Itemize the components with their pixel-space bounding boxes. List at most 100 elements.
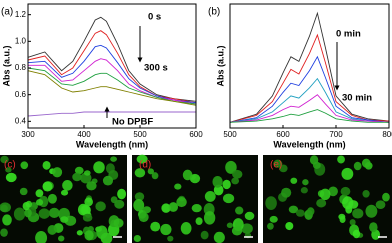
cell bbox=[300, 187, 308, 194]
cell bbox=[340, 186, 351, 196]
cell bbox=[295, 209, 305, 217]
annotation: 0 min bbox=[336, 29, 361, 40]
cell bbox=[212, 175, 223, 188]
cell bbox=[328, 186, 338, 197]
panel-label: (a) bbox=[1, 7, 13, 18]
cell bbox=[176, 197, 187, 208]
y-tick-label: 0.8 bbox=[15, 63, 27, 72]
cell bbox=[342, 196, 354, 210]
cell bbox=[288, 205, 299, 214]
y-axis-label: Abs (a.u.) bbox=[1, 45, 11, 86]
cell bbox=[279, 164, 288, 173]
micrograph: (c) bbox=[0, 155, 127, 243]
cell bbox=[86, 181, 97, 191]
cell bbox=[369, 222, 378, 233]
cell bbox=[352, 208, 364, 219]
charts: 300 400 500 600 0.4 0.6 0.8 1.0 1.2 Wavelength (n… bbox=[1, 3, 392, 149]
cell bbox=[47, 225, 57, 235]
cell bbox=[138, 212, 149, 223]
cell bbox=[57, 235, 65, 242]
cell bbox=[72, 172, 82, 182]
cell bbox=[352, 229, 361, 239]
x-tick-label: 700 bbox=[329, 130, 343, 139]
x-axis-label: Wavelength (nm) bbox=[76, 139, 148, 149]
cell bbox=[82, 213, 93, 222]
x-axis-label: Wavelength (nm) bbox=[273, 139, 345, 149]
cell bbox=[269, 215, 278, 223]
cell bbox=[74, 166, 84, 175]
cell bbox=[182, 169, 193, 181]
cell bbox=[5, 167, 12, 173]
cell bbox=[134, 192, 145, 201]
cell bbox=[5, 172, 17, 183]
series-line bbox=[27, 44, 197, 104]
cell bbox=[52, 167, 63, 178]
y-tick-label: 1.2 bbox=[15, 10, 27, 19]
cell bbox=[365, 204, 378, 218]
cell bbox=[281, 187, 292, 198]
cell bbox=[319, 188, 331, 201]
cell bbox=[117, 188, 127, 200]
cell bbox=[232, 169, 243, 179]
x-tick-label: 600 bbox=[276, 130, 290, 139]
cell bbox=[35, 230, 48, 243]
chart: 300 400 500 600 0.4 0.6 0.8 1.0 1.2 Wavelength (n… bbox=[1, 3, 203, 149]
cell bbox=[96, 225, 108, 240]
cell bbox=[150, 221, 161, 232]
cell bbox=[225, 160, 237, 174]
cell bbox=[375, 200, 386, 210]
cell bbox=[273, 159, 283, 168]
cell bbox=[113, 218, 124, 228]
cell bbox=[161, 203, 171, 213]
y-tick-label: 0.6 bbox=[15, 90, 27, 99]
series-line bbox=[229, 94, 390, 123]
series-line bbox=[229, 11, 390, 123]
y-tick-label: 0.4 bbox=[15, 116, 27, 125]
y-tick-label: 1.0 bbox=[15, 36, 27, 45]
cell bbox=[337, 155, 345, 164]
annotation: 0 s bbox=[148, 12, 161, 23]
cell bbox=[222, 193, 235, 204]
cell bbox=[47, 193, 57, 204]
cell bbox=[241, 223, 253, 234]
cell bbox=[0, 155, 9, 164]
cell bbox=[361, 158, 371, 168]
cell bbox=[142, 206, 151, 214]
cell bbox=[84, 197, 93, 207]
cell bbox=[200, 230, 209, 240]
cell bbox=[302, 179, 309, 186]
cell bbox=[24, 208, 32, 218]
cell bbox=[235, 206, 244, 215]
cell bbox=[290, 177, 298, 184]
cell bbox=[20, 161, 29, 170]
cell bbox=[77, 203, 89, 216]
cell bbox=[226, 222, 234, 229]
cell bbox=[76, 230, 83, 236]
series-line bbox=[229, 77, 390, 123]
cell bbox=[265, 196, 277, 210]
cell bbox=[382, 192, 390, 202]
cell bbox=[362, 189, 370, 198]
cell bbox=[133, 198, 145, 212]
x-tick-label: 400 bbox=[77, 130, 91, 139]
cell bbox=[316, 198, 327, 208]
cell bbox=[133, 234, 141, 242]
cell bbox=[191, 203, 202, 213]
y-axis-label: Abs (a.u.) bbox=[215, 45, 225, 86]
cell bbox=[231, 226, 243, 236]
series-line bbox=[27, 67, 197, 105]
cell bbox=[309, 155, 319, 165]
panel-label: (e) bbox=[270, 160, 282, 171]
cell bbox=[35, 189, 44, 198]
cell bbox=[244, 211, 255, 221]
x-tick-label: 500 bbox=[223, 130, 237, 139]
series-line bbox=[27, 16, 197, 102]
cell bbox=[35, 199, 44, 206]
cell bbox=[13, 207, 26, 221]
cell bbox=[341, 167, 354, 180]
cell bbox=[60, 216, 69, 223]
x-tick-label: 300 bbox=[21, 130, 35, 139]
annotation: 300 s bbox=[144, 63, 168, 74]
cell bbox=[19, 187, 28, 196]
cell bbox=[203, 211, 216, 225]
